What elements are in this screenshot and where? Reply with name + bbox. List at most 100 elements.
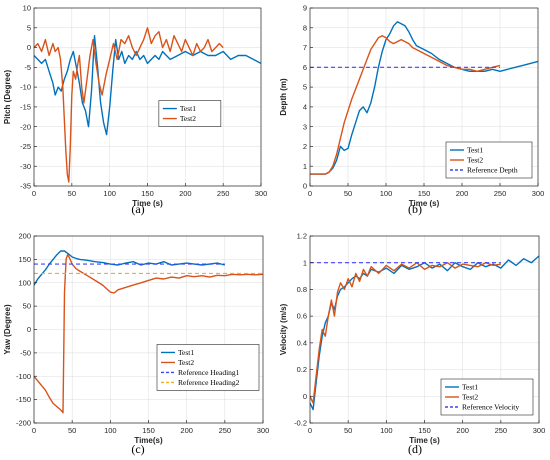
a-xtick-label-3: 150 [141, 189, 154, 198]
a-series-test2 [34, 27, 224, 183]
b-ytick-label-8: 8 [303, 23, 307, 32]
b-ytick-label-0: 0 [303, 182, 307, 191]
b-ytick-label-4: 4 [303, 102, 307, 111]
b-series-test2 [310, 35, 501, 175]
b-legend-label-1: Test2 [467, 156, 483, 165]
d-ytick-label-5: 0.8 [297, 285, 307, 294]
d-xtick-label-2: 100 [380, 426, 393, 435]
a-xtick-label-1: 50 [68, 189, 76, 198]
c-xtick-label-2: 100 [104, 426, 117, 435]
a-ytick-label-1: -30 [20, 162, 31, 171]
d-xtick-label-5: 250 [495, 426, 508, 435]
a-xtick-label-2: 100 [103, 189, 116, 198]
b-xtick-label-4: 200 [456, 189, 469, 198]
b-ytick-label-5: 5 [303, 83, 307, 92]
d-ylabel: Velocity (m/s) [279, 303, 288, 355]
panel-c: Yaw (Degree) Time(s) (c) -200 -150 -100 -50… [3, 232, 269, 456]
a-xtick-label-4: 200 [179, 189, 192, 198]
a-ytick-label-4: -15 [20, 102, 31, 111]
c-xtick-label-4: 200 [180, 426, 193, 435]
d-series-test2 [310, 262, 501, 404]
c-legend-label-0: Test1 [178, 348, 194, 357]
c-xtick-label-3: 150 [142, 426, 155, 435]
d-ytick-label-0: -0.2 [294, 419, 307, 428]
b-legend-label-0: Test1 [467, 146, 483, 155]
c-caption: (c) [131, 442, 144, 456]
c-xtick-label-1: 50 [68, 426, 76, 435]
c-ytick-label-1: -150 [16, 395, 31, 404]
b-xtick-label-3: 150 [418, 189, 431, 198]
a-ytick-label-9: 10 [23, 4, 31, 13]
b-ytick-label-6: 6 [303, 63, 307, 72]
c-xtick-label-6: 300 [257, 426, 270, 435]
c-ytick-label-7: 150 [18, 255, 31, 264]
panel-d: Velocity (m/s) Time (s) (d) -0.200.20.40… [279, 232, 545, 456]
c-ytick-label-0: -200 [16, 419, 31, 428]
c-legend-label-1: Test2 [178, 358, 194, 367]
b-xtick-label-0: 0 [308, 189, 312, 198]
c-ytick-label-4: 0 [27, 325, 31, 334]
c-ytick-label-3: -50 [20, 348, 31, 357]
a-xlabel: Time (s) [132, 199, 163, 208]
a-ytick-label-5: -10 [20, 83, 31, 92]
c-series-test2 [34, 253, 263, 414]
b-xtick-label-1: 50 [344, 189, 352, 198]
a-legend-label-0: Test1 [180, 104, 196, 113]
a-xtick-label-6: 300 [255, 189, 268, 198]
a-ytick-label-0: -35 [20, 182, 31, 191]
d-ytick-label-3: 0.4 [297, 338, 307, 347]
c-xtick-label-5: 250 [219, 426, 232, 435]
b-ytick-label-3: 3 [303, 122, 307, 131]
a-legend-label-1: Test2 [180, 114, 196, 123]
d-ytick-label-1: 0 [303, 392, 307, 401]
b-xtick-label-2: 100 [380, 189, 393, 198]
d-xtick-label-6: 300 [533, 426, 546, 435]
c-ytick-label-2: -100 [16, 372, 31, 381]
c-legend-label-3: Reference Heading2 [178, 378, 240, 387]
d-legend-label-1: Test2 [462, 393, 478, 402]
a-ytick-label-8: 5 [27, 23, 31, 32]
a-ytick-label-7: 0 [27, 43, 31, 52]
c-series-test1 [34, 250, 225, 286]
c-ytick-label-8: 200 [18, 232, 31, 241]
b-xlabel: Time (s) [409, 199, 440, 208]
a-series-test1 [34, 35, 261, 136]
d-legend-label-2: Reference Velocity [462, 403, 519, 412]
b-ytick-label-1: 1 [303, 162, 307, 171]
c-xlabel: Time(s) [134, 436, 163, 445]
a-caption: (a) [131, 202, 144, 216]
d-xtick-label-1: 50 [344, 426, 352, 435]
c-ylabel: Yaw (Degree) [3, 304, 12, 355]
c-xtick-label-0: 0 [32, 426, 36, 435]
b-ylabel: Depth (m) [279, 78, 288, 116]
a-ytick-label-6: -5 [24, 63, 31, 72]
a-xtick-label-5: 250 [217, 189, 230, 198]
b-ytick-label-9: 9 [303, 4, 307, 13]
c-legend-label-2: Reference Heading1 [178, 368, 240, 377]
d-ytick-label-2: 0.2 [297, 365, 307, 374]
b-xtick-label-6: 300 [532, 189, 545, 198]
b-caption: (b) [408, 202, 422, 216]
b-ytick-label-2: 2 [303, 142, 307, 151]
d-xtick-label-4: 200 [456, 426, 469, 435]
d-legend-label-0: Test1 [462, 383, 478, 392]
b-ytick-label-7: 7 [303, 43, 307, 52]
b-xtick-label-5: 250 [494, 189, 507, 198]
a-xtick-label-0: 0 [32, 189, 36, 198]
c-ytick-label-6: 100 [18, 278, 31, 287]
d-ytick-label-6: 1 [303, 258, 307, 267]
a-legend-box [158, 100, 222, 127]
b-legend-label-2: Reference Depth [467, 166, 518, 175]
d-xlabel: Time (s) [409, 436, 440, 445]
panel-b: Depth (m) Time (s) (b) 0 1 2 3 4 5 6 7 8 9 0 50 100 1… [279, 4, 544, 216]
d-xtick-label-3: 150 [418, 426, 431, 435]
a-ytick-label-3: -20 [20, 122, 31, 131]
panel-a: Pitch (Degree) Time (s) (a) -35 -30 -25 -20… [3, 4, 267, 216]
c-ytick-label-5: 50 [23, 302, 31, 311]
a-ylabel: Pitch (Degree) [3, 70, 12, 125]
